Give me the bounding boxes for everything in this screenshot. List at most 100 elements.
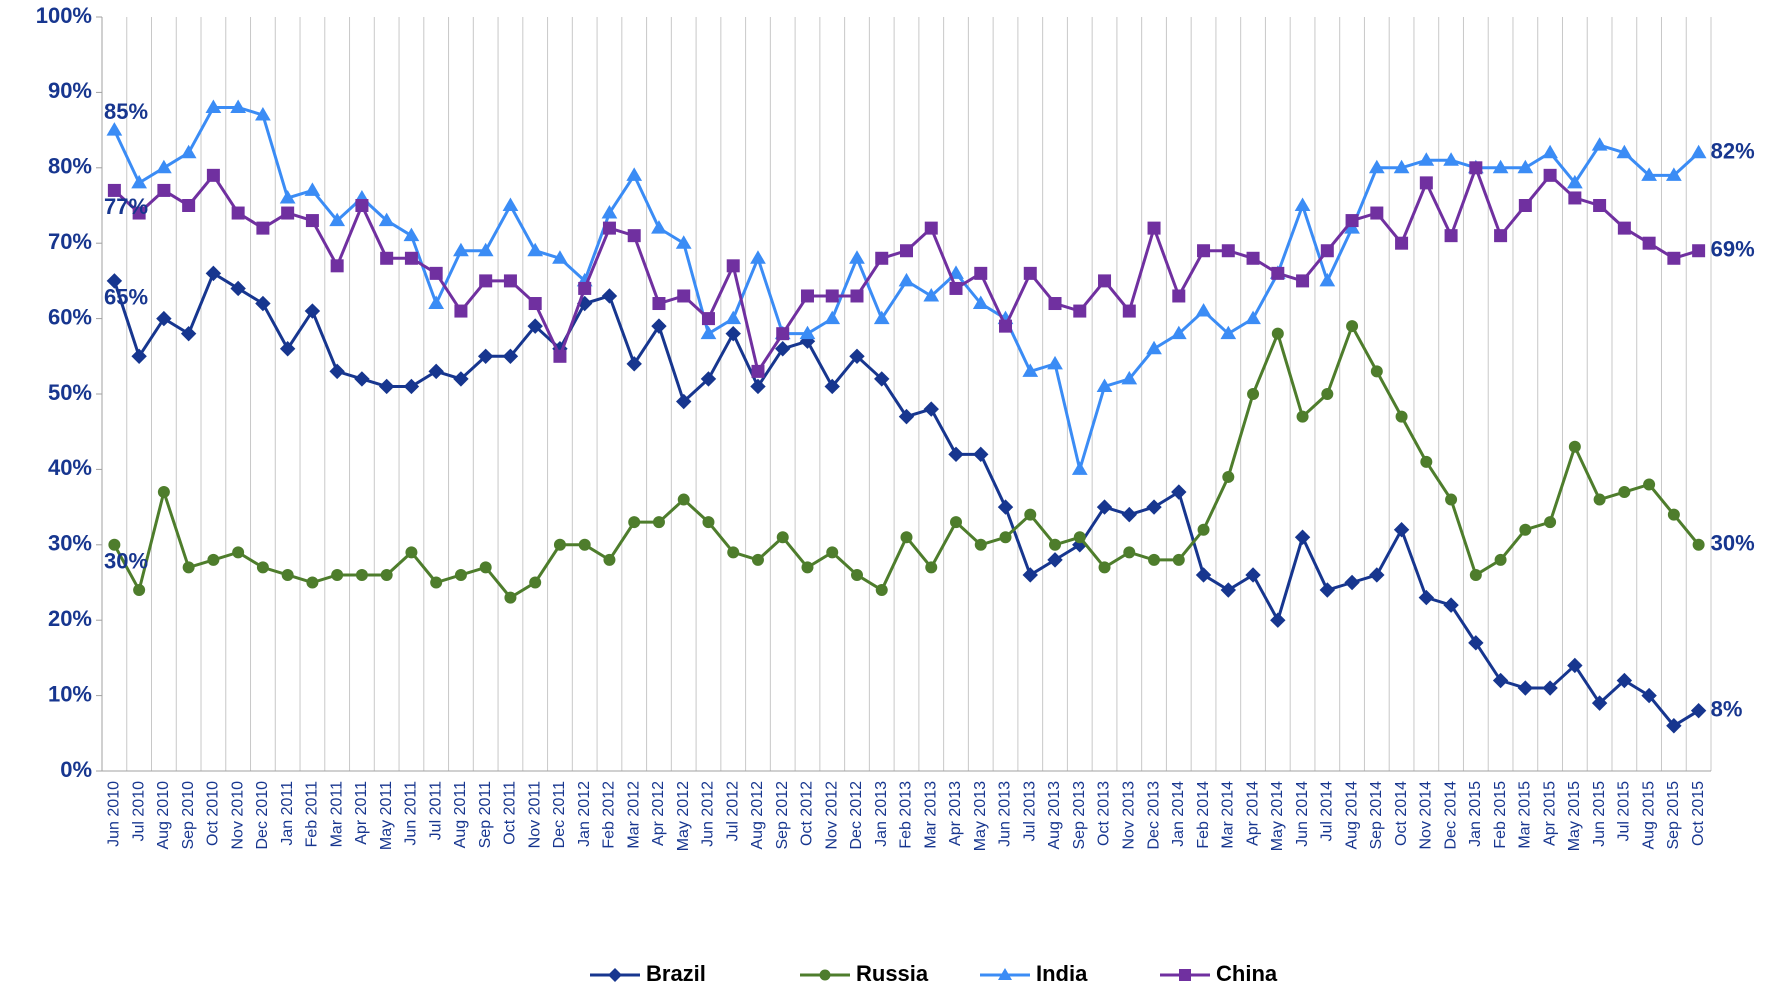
marker <box>1346 320 1359 333</box>
marker <box>700 371 717 387</box>
legend-marker <box>998 968 1012 980</box>
marker <box>404 251 418 265</box>
marker <box>1542 144 1558 159</box>
x-tick-label: Sep 2015 <box>1665 781 1682 850</box>
x-tick-label: Mar 2011 <box>328 781 345 848</box>
y-tick-label: 70% <box>48 229 92 254</box>
marker <box>1148 553 1161 566</box>
marker <box>925 561 938 574</box>
marker <box>1667 508 1680 521</box>
y-tick-label: 30% <box>48 531 92 556</box>
x-tick-label: Aug 2010 <box>155 781 172 850</box>
marker <box>973 446 989 463</box>
marker <box>1096 378 1113 392</box>
marker <box>702 516 715 529</box>
marker <box>825 289 839 303</box>
marker <box>1369 567 1385 583</box>
marker <box>156 159 172 174</box>
marker <box>875 251 889 265</box>
marker <box>677 289 691 303</box>
value-label: 85% <box>104 99 148 124</box>
marker <box>108 538 121 551</box>
x-tick-label: Jun 2013 <box>997 781 1014 847</box>
marker <box>1221 244 1235 258</box>
marker <box>999 319 1013 333</box>
marker <box>1098 561 1111 574</box>
x-tick-label: Aug 2013 <box>1046 781 1063 850</box>
x-tick-label: Jan 2012 <box>576 781 593 847</box>
marker <box>972 295 989 310</box>
marker <box>850 568 863 581</box>
y-tick-label: 40% <box>48 455 92 480</box>
marker <box>1172 553 1185 566</box>
marker <box>849 250 865 264</box>
marker <box>255 295 271 312</box>
marker <box>1393 159 1410 174</box>
marker <box>1492 672 1509 689</box>
marker <box>106 122 123 136</box>
marker <box>1098 274 1112 288</box>
marker <box>1073 304 1087 318</box>
marker <box>948 265 964 279</box>
marker <box>1122 304 1136 318</box>
x-tick-label: Sep 2014 <box>1368 781 1385 850</box>
x-tick-label: Nov 2010 <box>229 781 246 850</box>
marker <box>1593 493 1606 506</box>
marker <box>873 310 890 325</box>
marker <box>1443 152 1459 166</box>
marker <box>157 183 171 197</box>
marker <box>1690 702 1707 719</box>
marker <box>1220 582 1237 598</box>
marker <box>1294 197 1311 211</box>
marker <box>1049 538 1062 551</box>
marker <box>751 553 764 566</box>
marker <box>329 212 346 227</box>
x-tick-label: Jun 2012 <box>700 781 717 847</box>
marker <box>1494 229 1508 243</box>
marker <box>923 401 939 417</box>
legend-marker-group <box>819 969 831 981</box>
marker <box>304 303 321 319</box>
marker <box>950 516 963 529</box>
marker <box>206 168 220 182</box>
marker <box>1418 152 1435 166</box>
marker <box>1692 244 1706 258</box>
x-tick-label: Jun 2015 <box>1591 781 1608 847</box>
x-tick-label: Mar 2013 <box>922 781 939 849</box>
marker <box>553 538 566 551</box>
marker <box>898 408 915 425</box>
marker <box>1642 236 1656 250</box>
marker <box>1270 612 1286 628</box>
marker <box>378 378 395 395</box>
marker <box>1567 657 1583 674</box>
x-tick-label: Oct 2014 <box>1393 781 1410 846</box>
marker <box>1222 470 1235 483</box>
marker <box>1519 523 1532 536</box>
marker <box>1220 325 1237 340</box>
x-tick-label: Jan 2013 <box>873 781 890 847</box>
marker <box>1641 687 1657 704</box>
x-tick-label: Jan 2015 <box>1467 781 1484 847</box>
marker <box>1271 266 1285 280</box>
marker <box>875 584 888 597</box>
marker <box>1444 229 1458 243</box>
marker <box>1518 199 1532 212</box>
marker <box>1319 582 1336 598</box>
x-tick-label: Nov 2014 <box>1418 781 1435 850</box>
marker <box>479 274 493 288</box>
marker <box>824 378 840 395</box>
marker <box>578 281 592 295</box>
marker <box>1121 370 1138 385</box>
legend-label: Russia <box>856 961 929 986</box>
marker <box>1419 176 1433 190</box>
x-tick-label: Apr 2011 <box>353 781 370 845</box>
marker <box>751 364 765 378</box>
marker <box>1593 199 1607 212</box>
marker <box>428 363 444 380</box>
y-tick-label: 50% <box>48 380 92 405</box>
marker <box>1294 529 1311 545</box>
x-tick-label: Dec 2013 <box>1145 781 1162 850</box>
series-line <box>112 271 1700 728</box>
marker <box>205 265 222 282</box>
